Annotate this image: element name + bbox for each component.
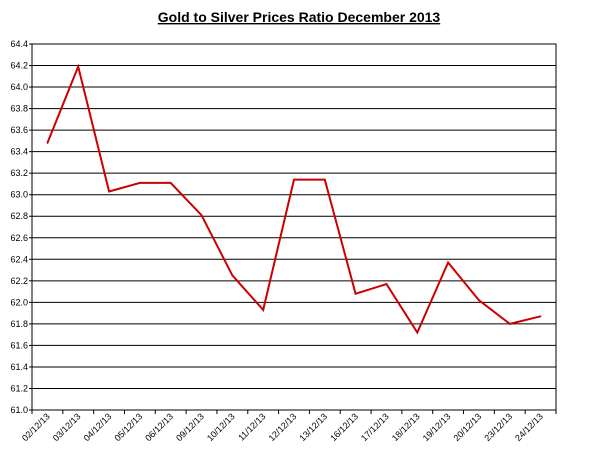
y-tick-label: 61.4 xyxy=(10,362,28,372)
data-point xyxy=(354,292,357,295)
data-point xyxy=(385,283,388,285)
chart-title: Gold to Silver Prices Ratio December 201… xyxy=(158,9,441,25)
y-tick-label: 63.2 xyxy=(10,168,28,178)
x-tick-label: 16/12/13 xyxy=(328,411,360,443)
data-point xyxy=(447,261,449,264)
data-point xyxy=(293,178,295,181)
x-tick-label: 19/12/13 xyxy=(421,411,453,443)
data-point xyxy=(539,315,542,318)
x-tick-label: 24/12/13 xyxy=(513,411,545,443)
x-tick-label: 04/12/13 xyxy=(82,411,114,443)
x-tick-label: 18/12/13 xyxy=(390,411,422,443)
y-tick-label: 63.8 xyxy=(10,104,28,114)
x-tick-label: 03/12/13 xyxy=(51,411,83,443)
x-axis-ticks: 02/12/1303/12/1304/12/1305/12/1306/12/13… xyxy=(20,410,557,443)
y-tick-label: 61.0 xyxy=(10,405,28,415)
data-point xyxy=(324,178,326,181)
data-point xyxy=(416,331,419,334)
gridlines xyxy=(32,65,556,389)
y-tick-label: 64.2 xyxy=(10,61,28,71)
plot-area xyxy=(31,43,557,411)
data-point xyxy=(478,299,480,302)
x-tick-label: 06/12/13 xyxy=(143,411,175,443)
y-tick-label: 62.4 xyxy=(10,254,28,264)
y-axis-ticks: 61.0 61.2 61.4 61.6 61.8 62.0 62.2 62.4 62.6 62.8… xyxy=(10,39,32,415)
x-tick-label: 02/12/13 xyxy=(20,411,52,443)
data-point xyxy=(139,182,141,184)
data-point xyxy=(77,65,80,68)
y-tick-label: 63.6 xyxy=(10,125,28,135)
data-point xyxy=(262,309,264,311)
data-point xyxy=(46,142,49,144)
y-tick-label: 64.4 xyxy=(10,39,28,49)
y-tick-label: 63.0 xyxy=(10,190,28,200)
y-tick-label: 61.8 xyxy=(10,319,28,329)
data-point xyxy=(200,214,203,216)
x-tick-label: 23/12/13 xyxy=(482,411,514,443)
data-point xyxy=(169,182,172,184)
series-lines xyxy=(46,63,542,335)
x-tick-label: 17/12/13 xyxy=(359,411,391,443)
x-tick-label: 20/12/13 xyxy=(452,411,484,443)
y-tick-label: 63.4 xyxy=(10,147,28,157)
y-tick-label: 62.2 xyxy=(10,276,28,286)
x-tick-label: 05/12/13 xyxy=(112,411,144,443)
x-tick-label: 11/12/13 xyxy=(236,411,267,442)
y-tick-label: 62.6 xyxy=(10,233,28,243)
x-tick-label: 09/12/13 xyxy=(174,411,206,443)
y-tick-label: 61.6 xyxy=(10,340,28,350)
data-point xyxy=(108,190,110,193)
y-tick-label: 62.0 xyxy=(10,297,28,307)
y-tick-label: 64.0 xyxy=(10,82,28,92)
y-tick-label: 62.8 xyxy=(10,211,28,221)
data-point xyxy=(231,274,234,277)
x-tick-label: 12/12/13 xyxy=(267,411,299,443)
y-tick-label: 61.2 xyxy=(10,383,28,393)
data-point xyxy=(508,323,511,325)
x-tick-label: 13/12/13 xyxy=(297,411,329,443)
x-tick-label: 10/12/13 xyxy=(205,411,237,443)
